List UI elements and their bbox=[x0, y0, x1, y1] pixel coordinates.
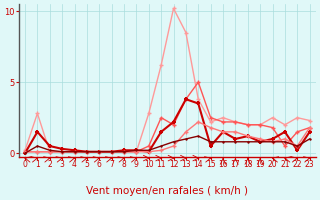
X-axis label: Vent moyen/en rafales ( km/h ): Vent moyen/en rafales ( km/h ) bbox=[86, 186, 248, 196]
